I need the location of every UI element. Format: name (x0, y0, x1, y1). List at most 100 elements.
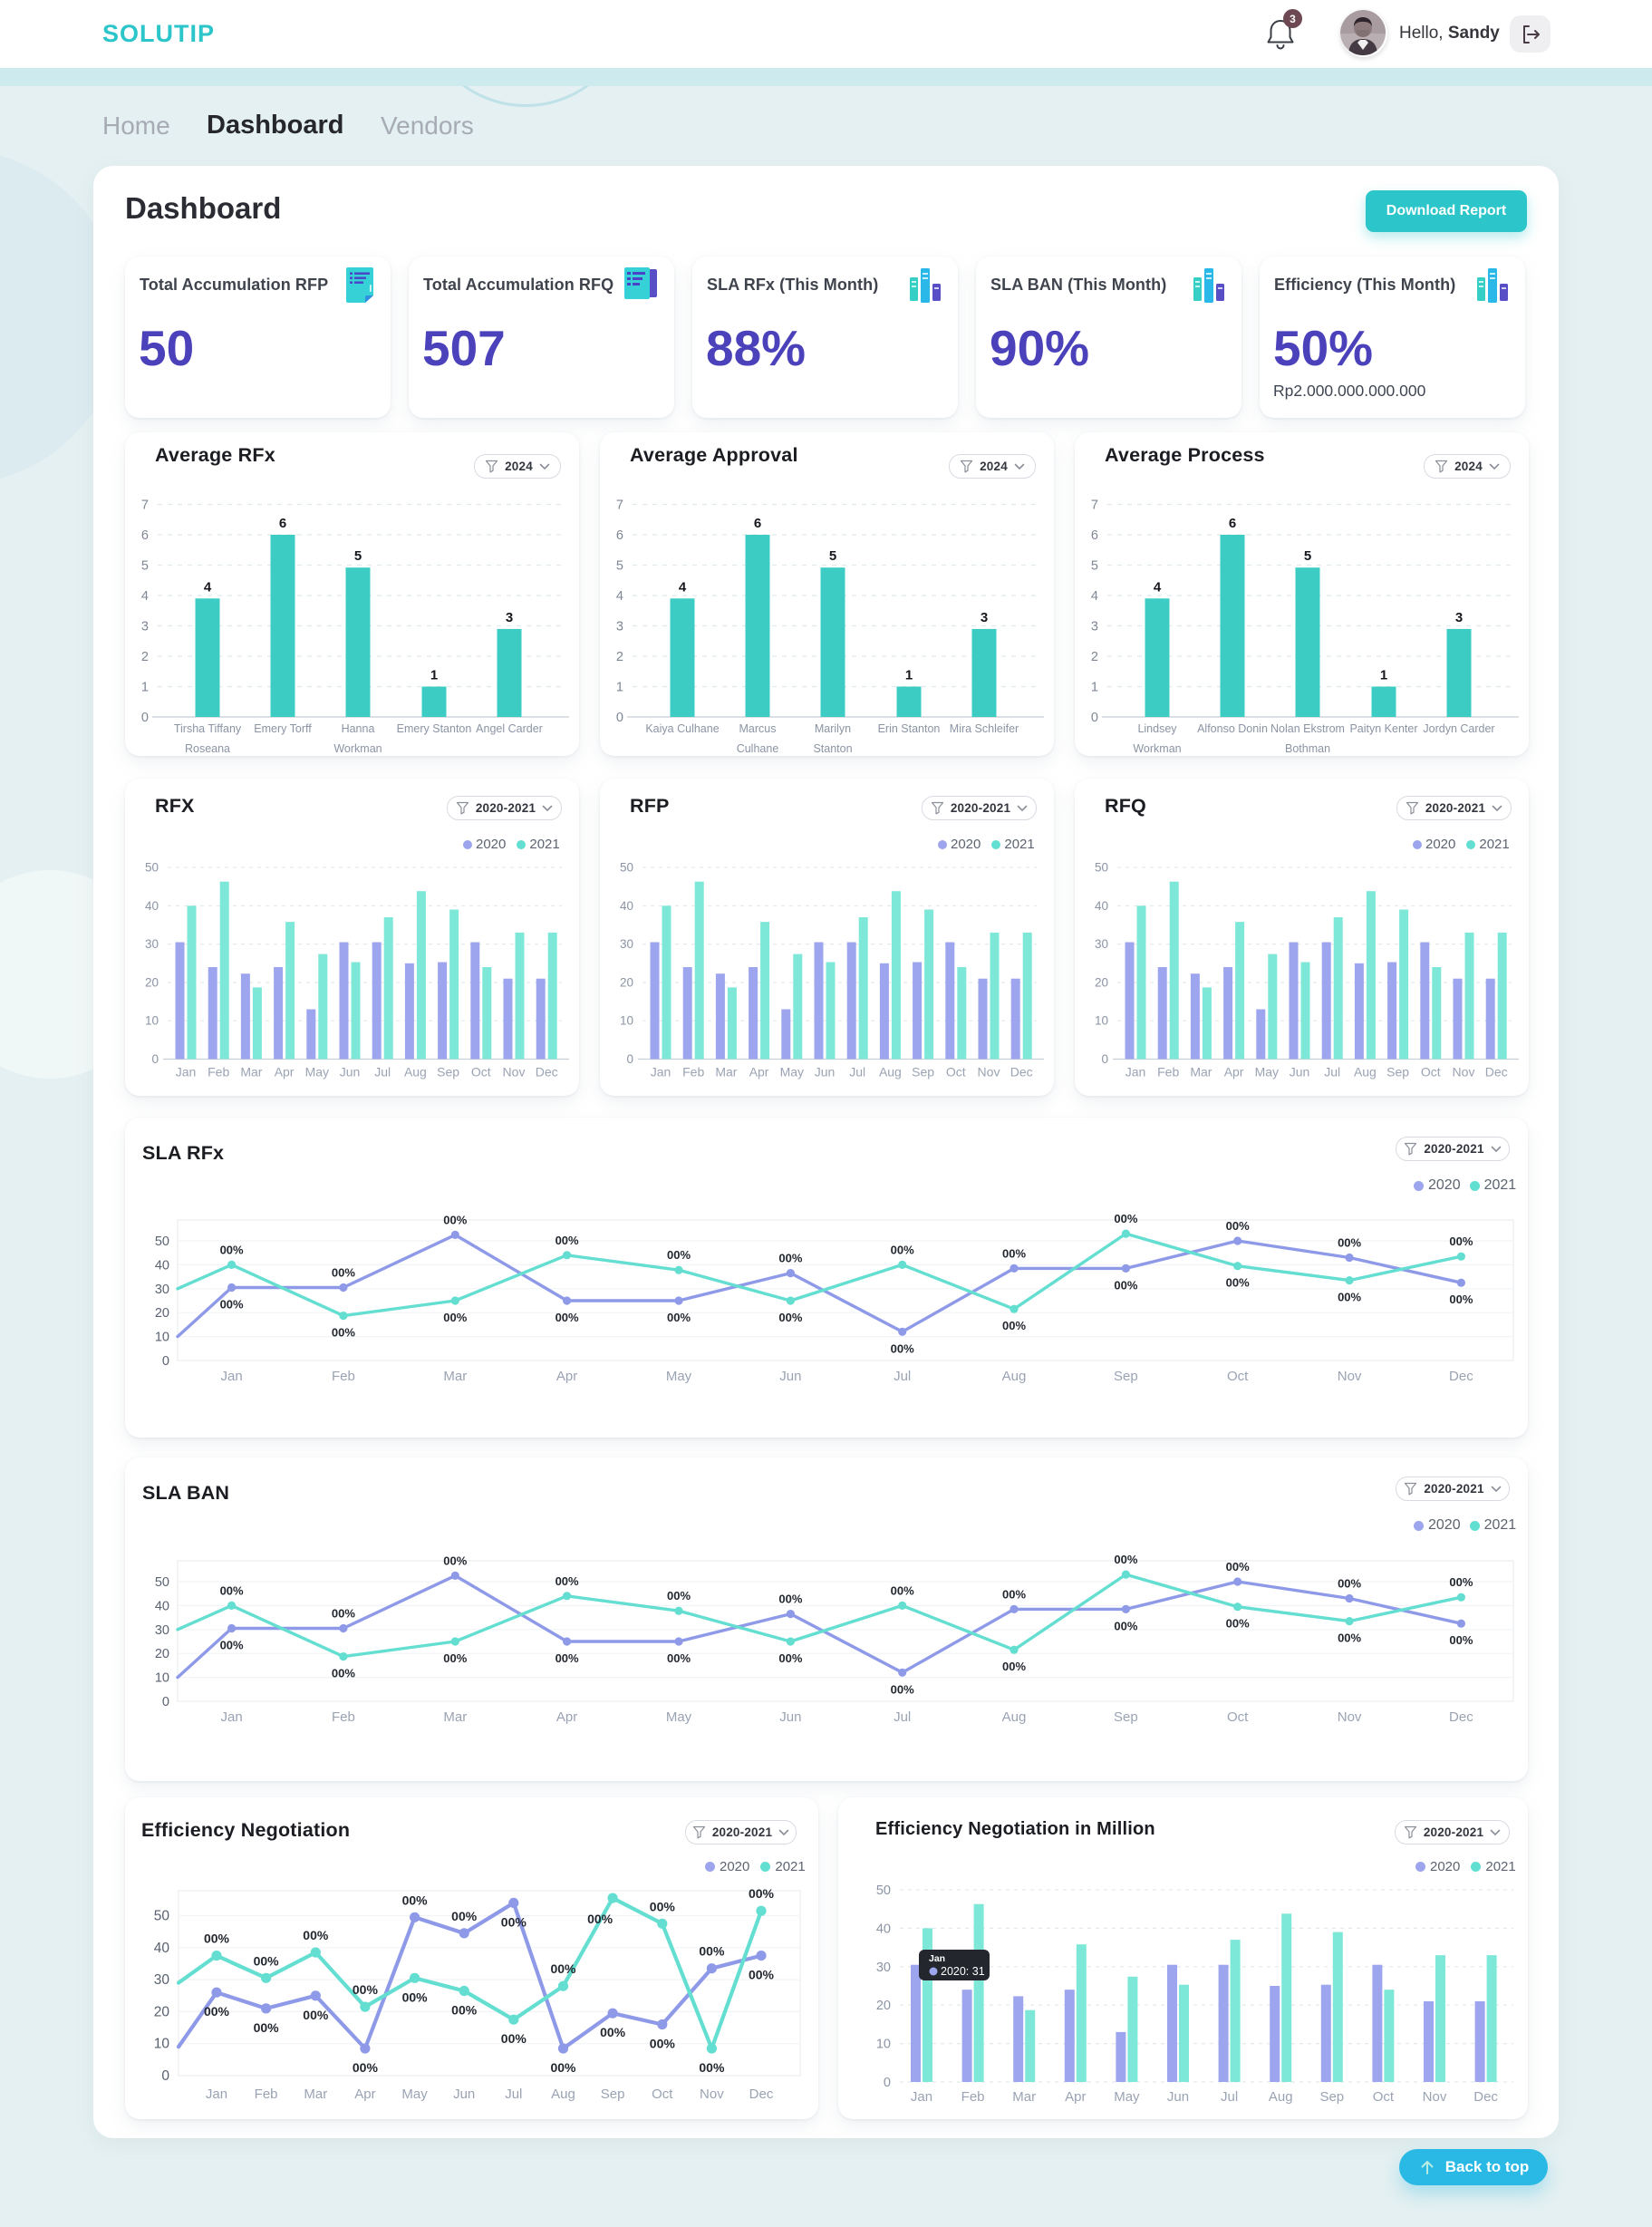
svg-text:1: 1 (905, 668, 913, 683)
svg-text:Oct: Oct (1227, 1369, 1249, 1384)
svg-text:Mira Schleifer: Mira Schleifer (950, 722, 1019, 735)
svg-text:00%: 00% (332, 1266, 355, 1280)
svg-text:Hanna: Hanna (342, 722, 375, 735)
svg-text:00%: 00% (667, 1651, 691, 1665)
svg-text:7: 7 (141, 499, 149, 513)
svg-text:0: 0 (1091, 711, 1098, 725)
svg-text:00%: 00% (555, 1311, 579, 1324)
svg-text:3: 3 (506, 610, 513, 625)
svg-text:Jul: Jul (894, 1709, 911, 1725)
svg-text:Angel Carder: Angel Carder (476, 722, 543, 735)
svg-text:40: 40 (154, 1941, 170, 1956)
svg-text:Bothman: Bothman (1285, 742, 1330, 755)
svg-text:Aug: Aug (879, 1065, 902, 1080)
svg-text:00%: 00% (778, 1311, 802, 1324)
svg-text:May: May (780, 1065, 804, 1080)
svg-text:Apr: Apr (275, 1065, 295, 1080)
svg-text:00%: 00% (332, 1667, 355, 1680)
svg-text:00%: 00% (555, 1574, 579, 1588)
svg-text:00%: 00% (1449, 1235, 1473, 1248)
svg-text:Feb: Feb (208, 1065, 229, 1080)
svg-text:Jordyn Carder: Jordyn Carder (1423, 722, 1494, 735)
svg-text:May: May (1255, 1065, 1279, 1080)
svg-text:0: 0 (884, 2076, 891, 2090)
svg-text:00%: 00% (220, 1243, 244, 1256)
svg-text:Kaiya Culhane: Kaiya Culhane (645, 722, 719, 735)
svg-text:Jul: Jul (849, 1065, 865, 1080)
svg-text:00%: 00% (667, 1589, 691, 1602)
svg-text:50: 50 (155, 1575, 169, 1590)
svg-text:5: 5 (141, 559, 149, 574)
svg-text:50: 50 (145, 861, 159, 875)
svg-text:Jun: Jun (340, 1065, 361, 1080)
svg-text:Jun: Jun (1290, 1065, 1310, 1080)
svg-text:Erin Stanton: Erin Stanton (878, 722, 941, 735)
svg-text:Jun: Jun (779, 1369, 801, 1384)
svg-text:May: May (305, 1065, 329, 1080)
svg-text:Apr: Apr (556, 1709, 577, 1725)
svg-text:00%: 00% (891, 1341, 914, 1355)
svg-text:00%: 00% (600, 2025, 626, 2039)
svg-text:Sep: Sep (1386, 1065, 1409, 1080)
svg-text:Nolan Ekstrom: Nolan Ekstrom (1270, 722, 1345, 735)
svg-text:Jun: Jun (1167, 2089, 1189, 2105)
svg-text:50: 50 (876, 1883, 891, 1898)
svg-text:00%: 00% (332, 1607, 355, 1621)
svg-text:00%: 00% (220, 1639, 244, 1652)
svg-text:Jun: Jun (453, 2087, 475, 2102)
svg-text:1: 1 (1380, 668, 1387, 683)
svg-text:00%: 00% (555, 1651, 579, 1665)
svg-text:Nov: Nov (1338, 1369, 1362, 1384)
svg-text:2: 2 (141, 650, 149, 664)
svg-text:Jan: Jan (221, 1709, 243, 1725)
svg-text:4: 4 (679, 579, 687, 595)
svg-text:Nov: Nov (700, 2087, 724, 2102)
svg-text:2020: 31: 2020: 31 (941, 1965, 985, 1978)
svg-text:0: 0 (141, 711, 149, 725)
svg-text:00%: 00% (204, 1932, 230, 1946)
svg-text:Apr: Apr (556, 1369, 577, 1384)
svg-text:40: 40 (155, 1258, 169, 1273)
svg-text:1: 1 (1091, 681, 1098, 695)
svg-text:Dec: Dec (749, 2087, 774, 2102)
svg-text:00%: 00% (501, 1914, 527, 1929)
svg-text:30: 30 (154, 1972, 170, 1988)
svg-text:Jun: Jun (779, 1709, 801, 1725)
svg-text:00%: 00% (443, 1311, 467, 1324)
svg-text:00%: 00% (667, 1311, 691, 1324)
svg-text:00%: 00% (778, 1593, 802, 1606)
svg-text:Aug: Aug (551, 2087, 575, 2102)
svg-text:00%: 00% (699, 1944, 725, 1959)
svg-text:Dec: Dec (1473, 2089, 1498, 2105)
svg-text:Jul: Jul (894, 1369, 911, 1384)
svg-text:0: 0 (162, 1354, 169, 1369)
svg-text:4: 4 (616, 589, 623, 604)
svg-text:Feb: Feb (332, 1369, 355, 1384)
svg-text:4: 4 (1154, 579, 1162, 595)
svg-text:10: 10 (145, 1014, 159, 1028)
svg-text:Dec: Dec (1449, 1709, 1473, 1725)
svg-text:6: 6 (1229, 516, 1236, 531)
svg-text:5: 5 (1304, 548, 1311, 564)
svg-text:00%: 00% (220, 1298, 244, 1312)
svg-text:00%: 00% (778, 1252, 802, 1265)
svg-text:Oct: Oct (946, 1065, 966, 1080)
svg-text:Aug: Aug (404, 1065, 427, 1080)
svg-text:30: 30 (155, 1623, 169, 1638)
svg-text:Apr: Apr (1224, 1065, 1244, 1080)
svg-text:Nov: Nov (978, 1065, 1000, 1080)
svg-text:00%: 00% (1449, 1575, 1473, 1589)
svg-text:00%: 00% (220, 1583, 244, 1597)
svg-text:Mar: Mar (715, 1065, 737, 1080)
svg-text:00%: 00% (402, 1893, 429, 1907)
svg-text:00%: 00% (1226, 1560, 1250, 1573)
svg-text:00%: 00% (402, 1990, 429, 2004)
svg-text:Mar: Mar (240, 1065, 262, 1080)
svg-text:00%: 00% (778, 1651, 802, 1665)
svg-text:Jan: Jan (221, 1369, 243, 1384)
svg-text:20: 20 (155, 1647, 169, 1661)
svg-text:4: 4 (141, 589, 149, 604)
svg-text:0: 0 (161, 2068, 169, 2084)
svg-text:00%: 00% (550, 2060, 576, 2075)
svg-text:Marcus: Marcus (739, 722, 777, 735)
